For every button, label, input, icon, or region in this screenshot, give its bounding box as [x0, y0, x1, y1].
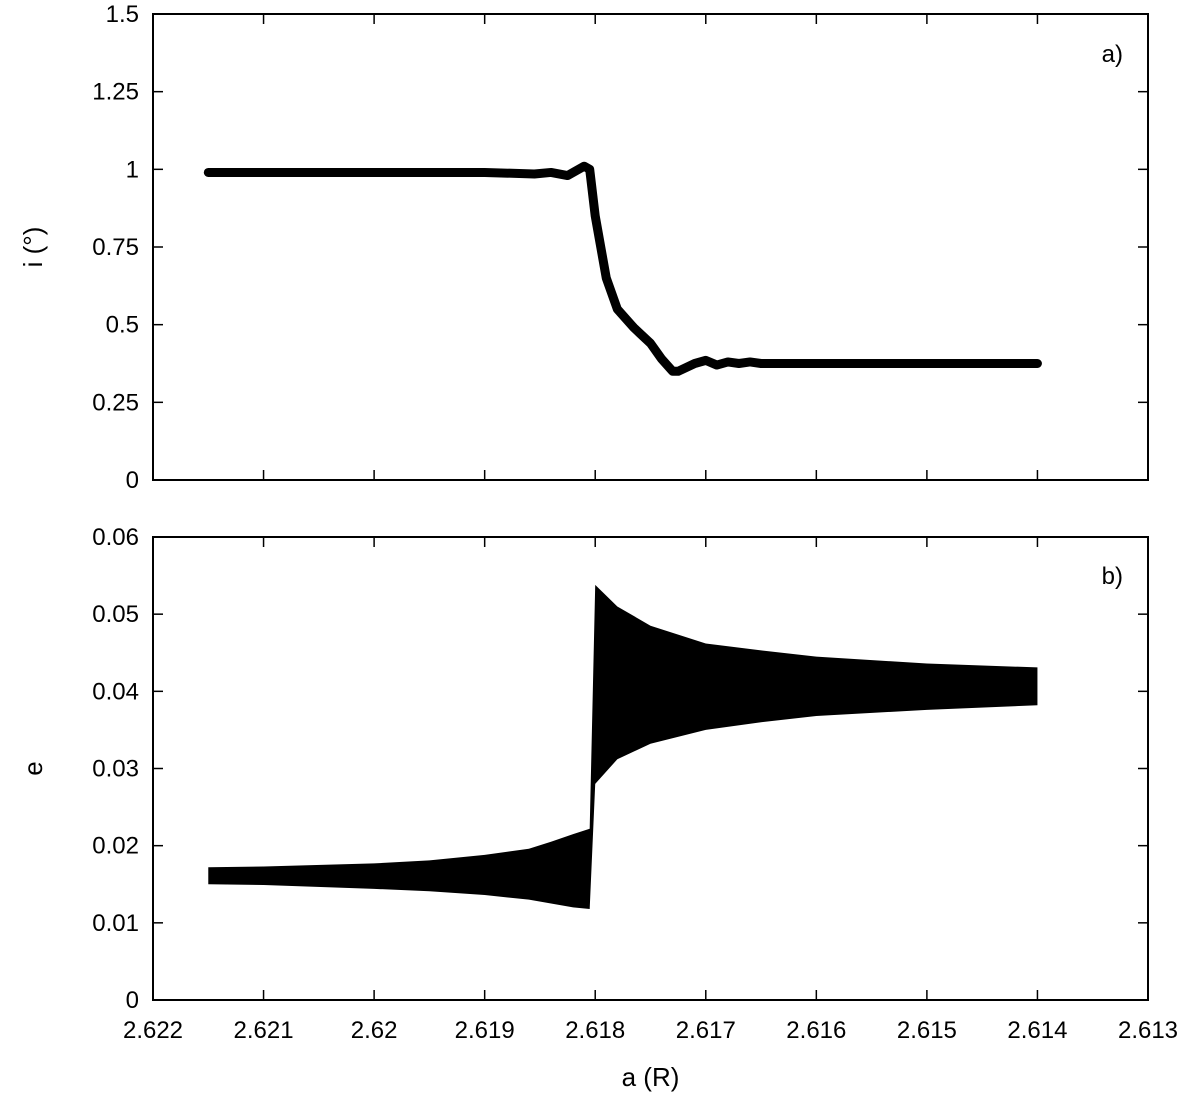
- x-tick-label: 2.618: [565, 1017, 625, 1044]
- x-axis-label: a (R): [622, 1062, 680, 1092]
- y-axis-label: i (°): [18, 227, 48, 268]
- x-tick-label: 2.619: [455, 1017, 515, 1044]
- x-tick-label: 2.62: [351, 1017, 398, 1044]
- panel-b-eccentricity: 2.622 2.621 2.62 2.619 2.618 2.617 2.616 2.615 2…: [18, 524, 1178, 1092]
- x-tick-label: 2.616: [786, 1017, 846, 1044]
- eccentricity-oscillation-band: [208, 584, 1038, 909]
- plot-frame: [152, 536, 1149, 1001]
- y-tick-label: 0: [126, 987, 139, 1014]
- x-tick-label: 2.614: [1007, 1017, 1067, 1044]
- y-tick-label: 0.04: [92, 678, 139, 705]
- y-tick-label: 0: [126, 467, 139, 494]
- y-tick-label: 1.5: [106, 1, 139, 28]
- inclination-series-line: [203, 161, 1042, 376]
- panel-label: a): [1102, 41, 1123, 68]
- y-axis-label: e: [18, 761, 48, 775]
- y-tick-label: 0.5: [106, 312, 139, 339]
- y-tick-label: 1: [126, 156, 139, 183]
- y-tick-label: 0.03: [92, 756, 139, 783]
- x-tick-label: 2.615: [897, 1017, 957, 1044]
- y-tick-label: 0.25: [92, 389, 139, 416]
- plot-frame: [152, 13, 1149, 481]
- x-tick-label: 2.622: [123, 1017, 183, 1044]
- panel-a-inclination: 0 0.25 0.5 0.75 1 1.25 1.5 i (°) a): [18, 1, 1149, 494]
- y-tick-label: 0.02: [92, 833, 139, 860]
- x-tick-label: 2.617: [676, 1017, 736, 1044]
- y-tick-label: 0.01: [92, 910, 139, 937]
- x-tick-label: 2.613: [1118, 1017, 1178, 1044]
- y-tick-label: 0.75: [92, 234, 139, 261]
- y-tick-label: 0.05: [92, 601, 139, 628]
- x-tick-label: 2.621: [234, 1017, 294, 1044]
- y-tick-label: 1.25: [92, 79, 139, 106]
- panel-label: b): [1102, 563, 1123, 590]
- y-tick-label: 0.06: [92, 524, 139, 551]
